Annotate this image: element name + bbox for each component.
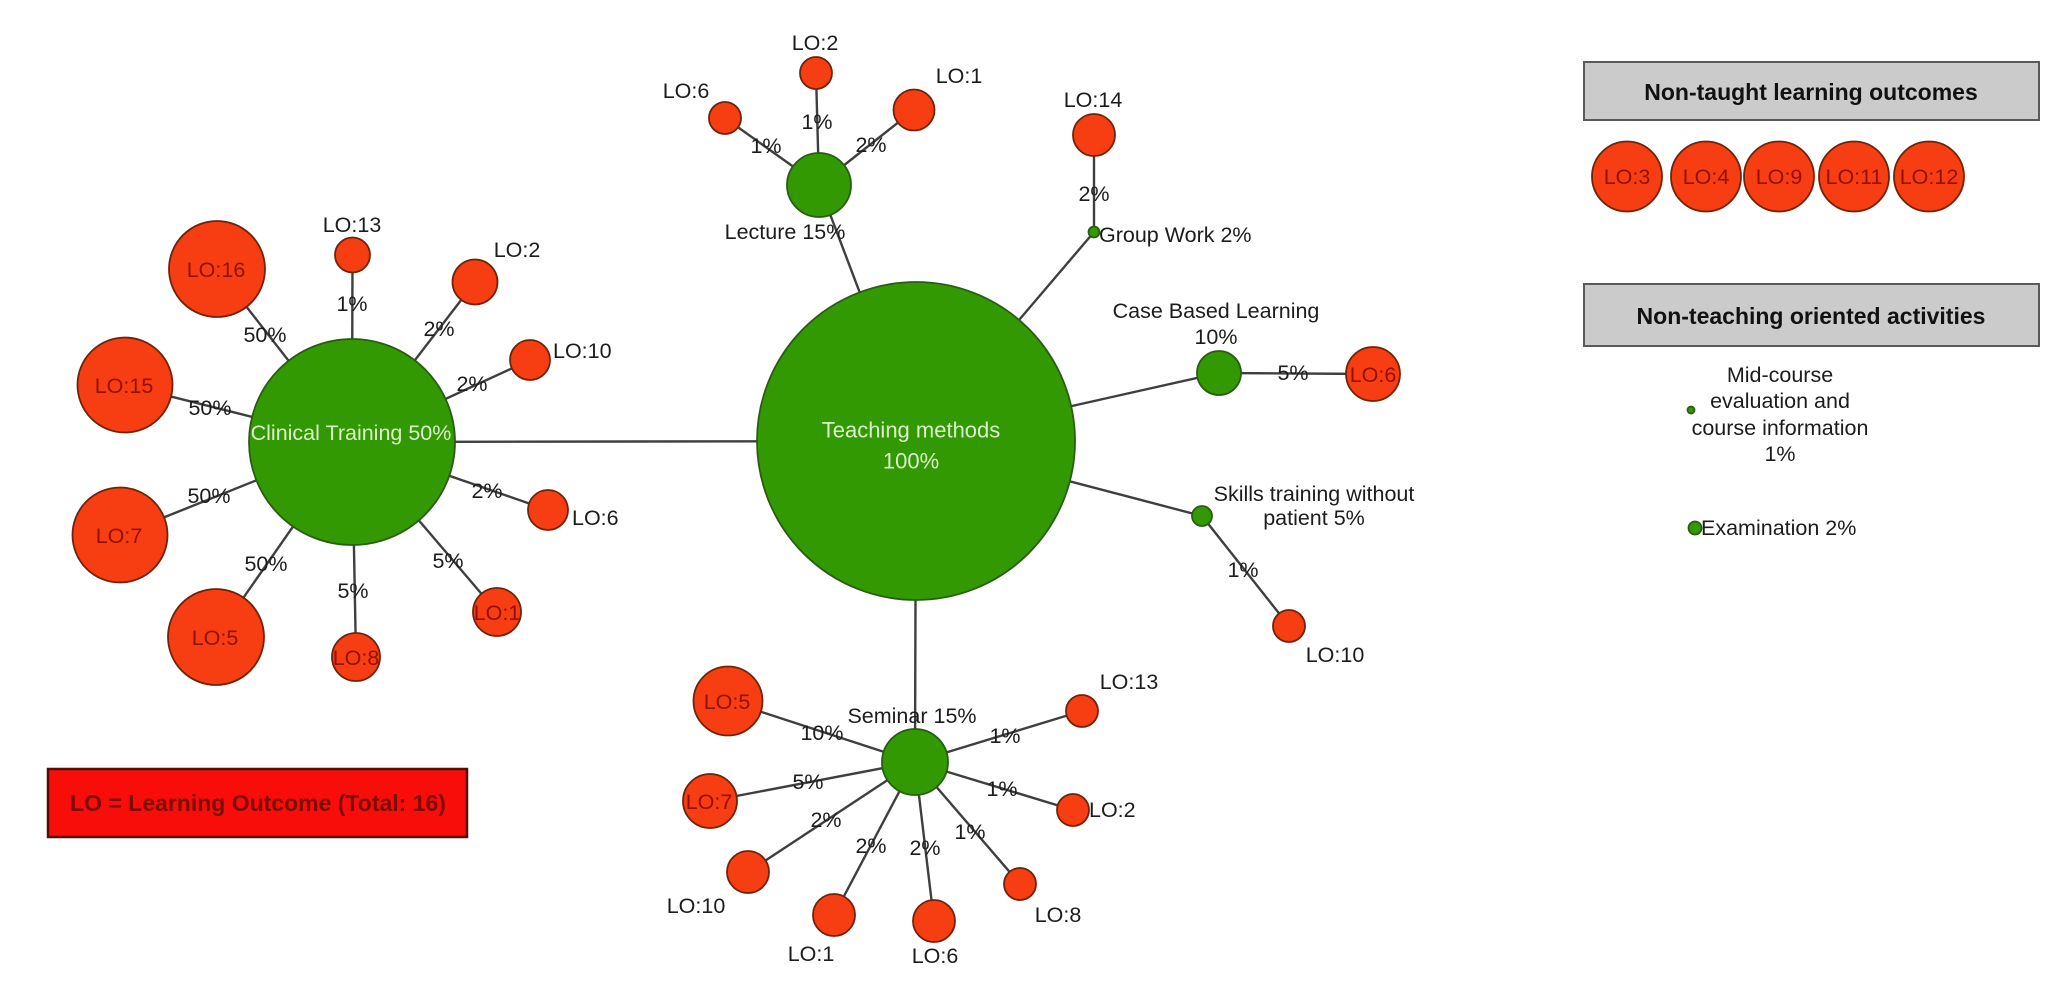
svg-text:LO:13: LO:13 bbox=[323, 213, 382, 237]
svg-text:2%: 2% bbox=[810, 808, 841, 832]
svg-text:LO:7: LO:7 bbox=[686, 790, 733, 814]
svg-text:course information: course information bbox=[1692, 416, 1869, 440]
svg-text:LO:1: LO:1 bbox=[474, 601, 521, 625]
svg-text:1%: 1% bbox=[986, 777, 1017, 801]
svg-text:50%: 50% bbox=[243, 323, 286, 347]
svg-text:2%: 2% bbox=[456, 372, 487, 396]
svg-text:LO:11: LO:11 bbox=[1826, 165, 1883, 189]
svg-text:Mid-course: Mid-course bbox=[1727, 363, 1833, 387]
svg-text:1%: 1% bbox=[801, 110, 832, 134]
svg-text:2%: 2% bbox=[909, 836, 940, 860]
svg-text:5%: 5% bbox=[432, 549, 463, 573]
svg-text:Seminar 15%: Seminar 15% bbox=[847, 704, 976, 728]
svg-text:LO:9: LO:9 bbox=[1756, 165, 1803, 189]
svg-text:LO:6: LO:6 bbox=[1350, 363, 1397, 387]
svg-text:LO:7: LO:7 bbox=[96, 524, 143, 548]
svg-text:LO:10: LO:10 bbox=[667, 894, 726, 918]
svg-text:LO:3: LO:3 bbox=[1604, 165, 1651, 189]
svg-text:Clinical Training 50%: Clinical Training 50% bbox=[251, 421, 452, 445]
svg-text:LO:5: LO:5 bbox=[192, 626, 239, 650]
svg-text:LO:14: LO:14 bbox=[1064, 88, 1123, 112]
svg-text:LO:6: LO:6 bbox=[572, 506, 619, 530]
svg-text:evaluation and: evaluation and bbox=[1710, 389, 1850, 413]
svg-text:LO:2: LO:2 bbox=[494, 238, 541, 262]
svg-text:2%: 2% bbox=[855, 834, 886, 858]
svg-text:LO:6: LO:6 bbox=[663, 79, 710, 103]
svg-text:LO:4: LO:4 bbox=[1683, 165, 1730, 189]
svg-text:LO:10: LO:10 bbox=[1306, 643, 1365, 667]
svg-text:LO:8: LO:8 bbox=[333, 646, 380, 670]
svg-text:50%: 50% bbox=[244, 552, 287, 576]
svg-text:LO = Learning Outcome (Total:: LO = Learning Outcome (Total: 16) bbox=[70, 790, 446, 816]
svg-text:LO:1: LO:1 bbox=[936, 64, 983, 88]
svg-text:patient 5%: patient 5% bbox=[1263, 506, 1365, 530]
svg-text:10%: 10% bbox=[1194, 325, 1237, 349]
svg-text:LO:12: LO:12 bbox=[1900, 165, 1959, 189]
svg-text:2%: 2% bbox=[1078, 182, 1109, 206]
svg-text:LO:2: LO:2 bbox=[1089, 798, 1136, 822]
svg-text:10%: 10% bbox=[800, 721, 843, 745]
svg-text:5%: 5% bbox=[337, 579, 368, 603]
svg-text:1%: 1% bbox=[336, 292, 367, 316]
svg-text:1%: 1% bbox=[954, 820, 985, 844]
svg-text:LO:10: LO:10 bbox=[553, 339, 612, 363]
svg-text:5%: 5% bbox=[1277, 361, 1308, 385]
svg-text:Lecture 15%: Lecture 15% bbox=[725, 220, 846, 244]
svg-text:Examination 2%: Examination 2% bbox=[1701, 516, 1856, 540]
svg-text:Case Based Learning: Case Based Learning bbox=[1113, 299, 1320, 323]
svg-text:LO:2: LO:2 bbox=[792, 31, 839, 55]
svg-text:2%: 2% bbox=[855, 133, 886, 157]
svg-text:LO:16: LO:16 bbox=[187, 258, 246, 282]
svg-text:Teaching methods: Teaching methods bbox=[822, 418, 1001, 443]
svg-text:1%: 1% bbox=[750, 134, 781, 158]
svg-text:2%: 2% bbox=[423, 317, 454, 341]
svg-text:LO:15: LO:15 bbox=[95, 374, 154, 398]
svg-text:1%: 1% bbox=[1764, 442, 1795, 466]
svg-text:Non-taught learning outcomes: Non-taught learning outcomes bbox=[1644, 79, 1978, 105]
svg-text:1%: 1% bbox=[1227, 558, 1258, 582]
svg-text:LO:8: LO:8 bbox=[1035, 903, 1082, 927]
svg-text:LO:1: LO:1 bbox=[788, 942, 835, 966]
svg-text:Non-teaching oriented activiti: Non-teaching oriented activities bbox=[1637, 303, 1986, 329]
svg-text:2%: 2% bbox=[471, 479, 502, 503]
svg-text:5%: 5% bbox=[792, 770, 823, 794]
svg-text:50%: 50% bbox=[188, 396, 231, 420]
svg-text:100%: 100% bbox=[883, 449, 939, 474]
svg-text:Group Work 2%: Group Work 2% bbox=[1099, 223, 1252, 247]
svg-text:LO:6: LO:6 bbox=[912, 944, 959, 968]
svg-text:1%: 1% bbox=[989, 724, 1020, 748]
svg-text:LO:13: LO:13 bbox=[1100, 670, 1159, 694]
svg-text:Skills training without: Skills training without bbox=[1214, 482, 1415, 506]
svg-text:50%: 50% bbox=[187, 484, 230, 508]
svg-text:LO:5: LO:5 bbox=[704, 690, 751, 714]
